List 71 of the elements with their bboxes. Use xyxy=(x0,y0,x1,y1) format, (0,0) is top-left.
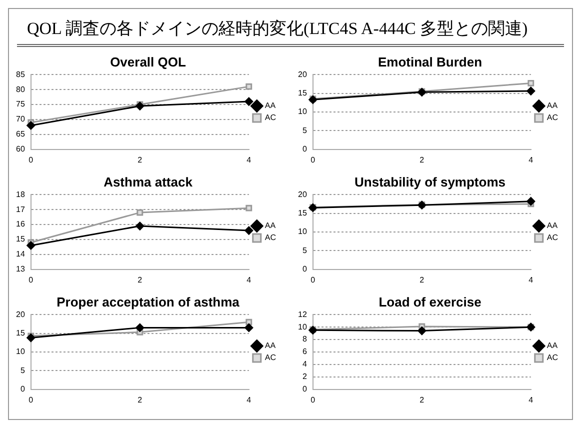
legend-label: AC xyxy=(264,353,276,362)
chart-title: Asthma attack xyxy=(104,174,194,190)
x-tick-label: 0 xyxy=(310,395,316,404)
y-tick-label: 5 xyxy=(20,366,26,375)
x-tick-label: 4 xyxy=(528,275,534,284)
y-tick-label: 6 xyxy=(302,347,308,356)
x-tick-label: 4 xyxy=(246,155,252,164)
legend-label: AC xyxy=(546,353,558,362)
y-tick-label: 0 xyxy=(302,264,308,274)
y-tick-label: 20 xyxy=(298,70,308,79)
y-tick-label: 20 xyxy=(298,190,308,199)
y-tick-label: 10 xyxy=(298,322,308,332)
chart-title: Unstability of symptoms xyxy=(354,174,506,190)
x-tick-label: 0 xyxy=(28,395,34,404)
y-tick-label: 10 xyxy=(298,227,308,236)
chart-title: Overall QOL xyxy=(110,54,186,70)
legend-label: AA xyxy=(546,101,558,110)
y-tick-label: 80 xyxy=(16,84,26,94)
chart-title: Proper acceptation of asthma xyxy=(56,294,240,310)
legend-label: AA xyxy=(264,101,276,110)
legend-label: AC xyxy=(264,113,276,122)
y-tick-label: 85 xyxy=(16,70,26,79)
x-tick-label: 2 xyxy=(420,275,425,284)
x-tick-label: 0 xyxy=(310,275,316,284)
y-tick-label: 2 xyxy=(302,372,308,382)
text: QOL 調査の各ドメインの経時的変化(LTC4S A-444C 多型との関連) xyxy=(17,9,564,47)
y-tick-label: 17 xyxy=(16,204,26,214)
y-tick-label: 10 xyxy=(298,107,308,116)
x-tick-label: 0 xyxy=(310,155,316,164)
x-tick-label: 2 xyxy=(138,155,143,164)
x-tick-label: 4 xyxy=(528,395,534,404)
x-tick-label: 2 xyxy=(420,395,425,404)
y-tick-label: 65 xyxy=(16,130,26,139)
legend-label: AA xyxy=(546,341,558,350)
legend-label: AC xyxy=(264,233,276,242)
x-tick-label: 0 xyxy=(28,155,34,164)
legend-label: AC xyxy=(546,113,558,122)
y-tick-label: 4 xyxy=(302,360,308,369)
legend-label: AA xyxy=(546,221,558,230)
legend-label: AA xyxy=(264,221,276,230)
x-tick-label: 2 xyxy=(420,155,425,164)
y-tick-label: 0 xyxy=(302,144,308,154)
legend-label: AA xyxy=(264,341,276,350)
y-tick-label: 0 xyxy=(20,384,26,394)
y-tick-label: 70 xyxy=(16,114,26,124)
y-tick-label: 20 xyxy=(16,310,26,319)
x-tick-label: 4 xyxy=(246,275,252,284)
chart-title: Emotinal Burden xyxy=(378,54,482,70)
x-tick-label: 2 xyxy=(138,395,143,404)
y-tick-label: 8 xyxy=(302,334,308,344)
x-tick-label: 2 xyxy=(138,275,143,284)
y-tick-label: 13 xyxy=(16,264,26,274)
y-tick-label: 12 xyxy=(298,310,308,319)
y-tick-label: 10 xyxy=(16,347,26,356)
y-tick-label: 0 xyxy=(302,384,308,394)
y-tick-label: 60 xyxy=(16,144,26,154)
y-tick-label: 75 xyxy=(16,100,26,109)
y-tick-label: 15 xyxy=(298,208,308,218)
y-tick-label: 5 xyxy=(302,246,308,255)
x-tick-label: 4 xyxy=(528,155,534,164)
chart-title: Load of exercise xyxy=(378,294,482,310)
x-tick-label: 4 xyxy=(246,395,252,404)
y-tick-label: 18 xyxy=(16,190,26,199)
y-tick-label: 15 xyxy=(16,328,26,338)
y-tick-label: 14 xyxy=(16,250,26,259)
y-tick-label: 15 xyxy=(16,234,26,244)
legend-label: AC xyxy=(546,233,558,242)
y-tick-label: 5 xyxy=(302,126,308,135)
x-tick-label: 0 xyxy=(28,275,34,284)
y-tick-label: 16 xyxy=(16,220,26,229)
y-tick-label: 15 xyxy=(298,88,308,98)
